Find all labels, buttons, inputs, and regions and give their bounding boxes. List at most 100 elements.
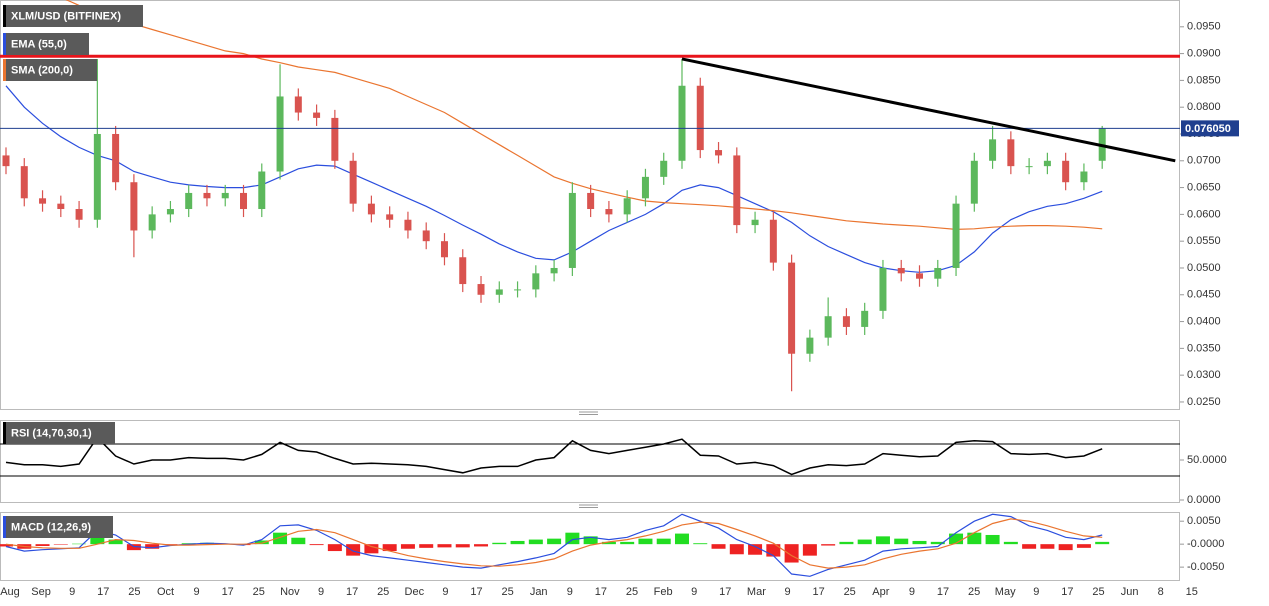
indicator-label-box [3,59,97,81]
candle-body [550,267,558,274]
candle-body [842,316,850,327]
last-price-label: 0.076050 [1185,123,1231,135]
candle-body [459,257,467,285]
resize-handle[interactable] [579,411,598,508]
candle-body [148,214,156,231]
macd-histogram-bar [163,544,178,545]
candle-body [477,284,485,295]
macd-histogram-bar [967,532,982,545]
macd-histogram-bar [35,544,50,546]
candle-body [258,171,266,210]
candle-body [696,85,704,151]
candle-body [367,203,375,215]
candle-body [970,160,978,204]
macd-histogram-bar [894,538,909,545]
macd-histogram-bar [802,544,817,556]
x-tick-label: May [995,586,1016,598]
candle-body [349,160,357,204]
y-tick-label: 0.0400 [1187,315,1221,327]
candle-body [240,192,248,210]
x-tick-label: 25 [501,586,513,598]
candle-body [93,133,101,220]
indicator-label-strip [3,5,6,27]
macd-histogram-bar [784,544,799,563]
x-tick-label: 8 [1158,586,1164,598]
candle-body [769,219,777,263]
candle-body [751,219,759,226]
x-tick-label: Aug [0,586,20,598]
candle-body [276,96,284,172]
candle-body [313,112,321,118]
macd-histogram-bar [930,541,945,545]
x-tick-label: 17 [222,586,234,598]
y-tick-label: 0.0650 [1187,181,1221,193]
x-tick-label: 9 [909,586,915,598]
macd-histogram-bar [382,544,397,552]
y-tick-label: 0.0000 [1187,494,1221,506]
y-tick-label: 0.0350 [1187,342,1221,354]
candle-body [57,203,65,210]
candle-body [824,316,832,338]
candle-body [130,182,138,231]
macd-histogram-bar [985,534,1000,545]
macd-histogram-bar [674,533,689,545]
macd-histogram-bar [273,532,288,545]
macd-histogram-bar [510,540,525,545]
y-tick-label: 0.0600 [1187,208,1221,220]
y-tick-label: -0.0000 [1187,538,1224,550]
macd-histogram-bar [565,532,580,545]
x-tick-label: Apr [872,586,889,598]
macd-histogram-bar [1022,544,1037,549]
candle-body [2,155,10,167]
candle-body [916,273,923,279]
candle-body [1043,160,1051,167]
x-tick-label: 9 [691,586,697,598]
x-tick-label: 9 [318,586,324,598]
candle-body [495,289,503,295]
y-tick-label: 0.0250 [1187,396,1221,408]
x-tick-label: 9 [194,586,200,598]
candle-body [39,198,47,204]
candle-body [715,150,723,156]
macd-histogram-bar [53,544,68,545]
x-tick-label: 25 [626,586,638,598]
macd-histogram-bar [455,544,470,548]
macd-histogram-bar [291,537,306,545]
candle-body [221,192,229,199]
y-tick-label: -0.0050 [1187,561,1224,573]
macd-histogram-bar [1058,544,1073,551]
candle-body [989,139,997,161]
macd-histogram-bar [912,540,927,545]
candle-body [678,85,686,161]
macd-histogram-bar [437,544,452,548]
candle-body [404,219,412,231]
ma-line [65,0,1103,231]
y-tick-label: 0.0700 [1187,155,1221,167]
x-tick-label: 9 [442,586,448,598]
y-tick-label: 0.0950 [1187,21,1221,33]
y-tick-label: 0.0500 [1187,262,1221,274]
candle-body [568,192,576,268]
x-tick-label: 17 [812,586,824,598]
candle-body [897,267,905,274]
y-tick-label: 0.0450 [1187,289,1221,301]
macd-histogram-bar [126,544,141,551]
indicator-label-box [3,516,113,538]
candle-body [1025,166,1033,168]
macd-histogram-bar [309,544,324,546]
x-tick-label: 17 [97,586,109,598]
macd-histogram-bar [583,536,598,545]
macd-histogram-bar [601,541,616,545]
indicator-label-strip [3,33,6,55]
macd-histogram-bar [638,538,653,545]
candle-body [532,273,540,290]
indicator-label: SMA (200,0) [11,64,73,76]
x-tick-label: 25 [377,586,389,598]
indicator-label-strip [3,516,6,538]
y-tick-label: 0.0900 [1187,48,1221,60]
candle-body [112,133,120,183]
x-tick-label: 9 [567,586,573,598]
candle-body [166,209,174,215]
x-tick-label: Mar [747,586,766,598]
